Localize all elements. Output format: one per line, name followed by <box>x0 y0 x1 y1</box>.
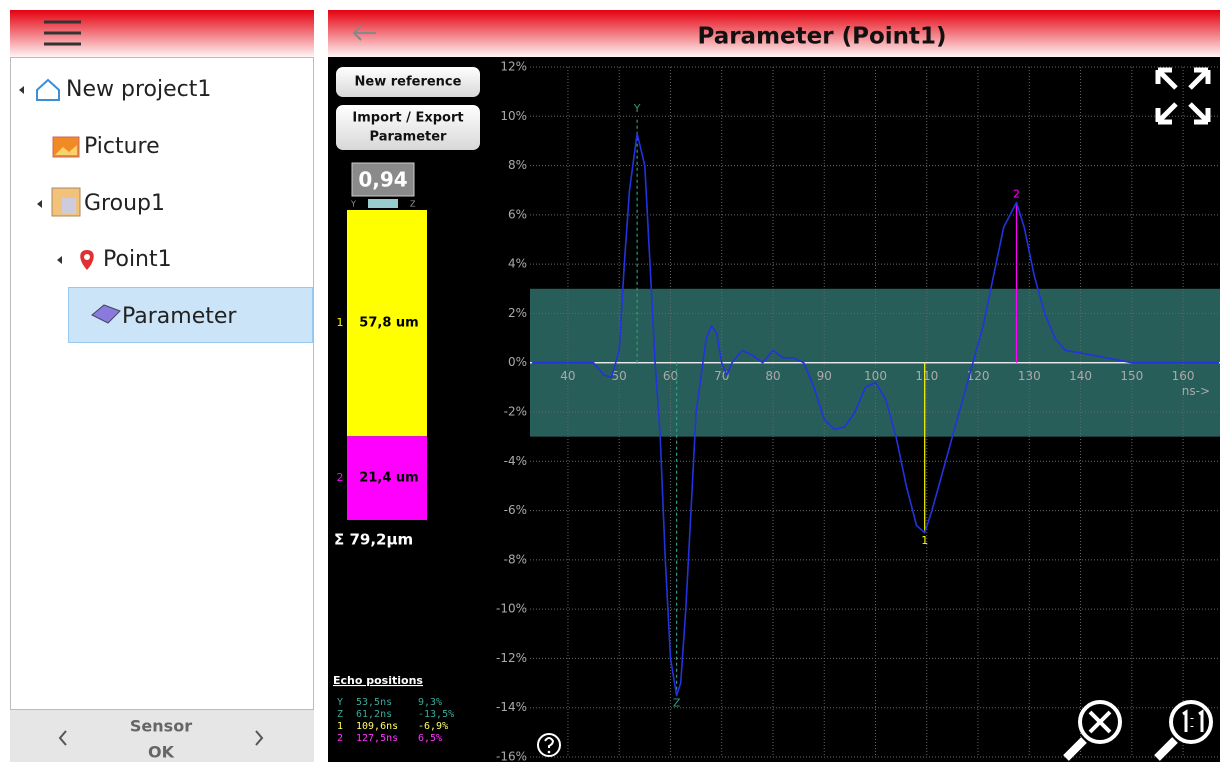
echo-cell: -6,9% <box>418 721 448 732</box>
next-button[interactable] <box>255 730 264 746</box>
button-label: Parameter <box>370 130 448 145</box>
x-tick-label: 140 <box>1069 369 1092 383</box>
side-panel: New reference Import / Export Parameter 0,9… <box>333 67 480 744</box>
x-tick-label: 100 <box>864 369 887 383</box>
layer-bar <box>347 210 427 437</box>
x-tick-label: 40 <box>560 369 575 383</box>
marker-label: Z <box>673 696 681 709</box>
chart: 12% 10% 8% 6% 4% 2% 0% -2% -4% -6% -8% -10% -12% -14%… <box>496 60 1220 762</box>
layer-total: Σ 79,2μm <box>334 531 413 549</box>
y-tick-label: 6% <box>508 207 527 221</box>
echo-cell: 6,5% <box>418 733 442 744</box>
help-button[interactable] <box>537 733 561 757</box>
layer-value: 21,4 um <box>359 471 418 486</box>
button[interactable] <box>336 67 480 97</box>
marker-label: 2 <box>1013 188 1020 201</box>
x-tick-label: 150 <box>1120 369 1143 383</box>
gauge-box <box>351 162 415 197</box>
fullscreen-button[interactable] <box>1155 67 1211 125</box>
marker-label: Y <box>633 102 641 115</box>
x-tick-label: 110 <box>915 369 938 383</box>
echo-cell: Y <box>337 697 343 708</box>
signal-line <box>532 132 1219 697</box>
prev-button[interactable] <box>58 730 67 746</box>
echo-cell: -13,5% <box>418 709 454 720</box>
echo-cell: Z <box>337 709 343 720</box>
x-tick-label: 80 <box>765 369 780 383</box>
title: Parameter (Point1) <box>697 24 946 50</box>
gauge-left: Y <box>350 200 356 209</box>
layer-label: 1 <box>337 316 344 329</box>
gauge-right: Z <box>410 200 416 209</box>
x-tick-label: 70 <box>714 369 729 383</box>
echo-cell: 109,6ns <box>356 721 398 732</box>
footer-label: Sensor <box>130 717 192 736</box>
hamburger[interactable] <box>44 20 81 46</box>
y-tick-label: -12% <box>496 651 527 665</box>
echo-cell: 1 <box>337 721 343 732</box>
selection <box>68 287 313 343</box>
tree-item[interactable]: Group1 <box>84 191 165 216</box>
layer-value: 57,8 um <box>359 316 418 331</box>
footer-status: OK <box>148 743 175 762</box>
zoom-1to1-button[interactable] <box>1154 700 1213 761</box>
y-tick-label: 2% <box>508 306 527 320</box>
y-tick-label: -6% <box>504 503 527 517</box>
echo-cell: 53,5ns <box>356 697 392 708</box>
marker-label: 1 <box>921 534 928 547</box>
y-tick-label: 4% <box>508 257 527 271</box>
layer-label: 2 <box>337 471 344 484</box>
tree-item[interactable]: New project1 <box>66 77 211 102</box>
y-tick-label: 10% <box>500 109 527 123</box>
expanders <box>19 86 62 264</box>
y-tick-label: -8% <box>504 552 527 566</box>
x-tick-label: 90 <box>817 369 832 383</box>
layer-bar <box>347 436 427 520</box>
x-tick-label: 120 <box>967 369 990 383</box>
echo-title: Echo positions <box>333 674 423 687</box>
gauge-stand <box>368 199 398 208</box>
tree-icons <box>36 78 121 324</box>
tree-item[interactable]: Picture <box>84 134 160 159</box>
x-tick-label: 50 <box>612 369 627 383</box>
button[interactable] <box>336 105 480 150</box>
y-tick-label: -10% <box>496 602 527 616</box>
x-tick-label: 160 <box>1172 369 1195 383</box>
y-tick-label: 8% <box>508 158 527 172</box>
zoom-fit-button[interactable] <box>1063 700 1122 761</box>
y-tick-label: -16% <box>496 750 527 762</box>
y-tick-label: -14% <box>496 700 527 714</box>
y-tick-label: 12% <box>500 60 527 74</box>
echo-cell: 9,3% <box>418 697 442 708</box>
tree-item[interactable]: Point1 <box>103 247 172 272</box>
x-tick-label: 130 <box>1018 369 1041 383</box>
back-button[interactable] <box>352 25 376 41</box>
echo-cell: 127,5ns <box>356 733 398 744</box>
y-tick-label: -2% <box>504 405 527 419</box>
y-tick-label: -4% <box>504 454 527 468</box>
echo-cell: 61,2ns <box>356 709 392 720</box>
x-axis-label: ns-> <box>1182 384 1210 398</box>
x-tick-label: 60 <box>663 369 678 383</box>
tree-panel <box>10 57 314 710</box>
tree-item[interactable]: Parameter <box>122 304 237 329</box>
y-tick-label: 0% <box>508 355 527 369</box>
button-label: New reference <box>355 75 462 90</box>
gauge-value: 0,94 <box>358 168 407 192</box>
header <box>328 10 1220 57</box>
echo-cell: 2 <box>337 733 343 744</box>
button-label: Import / Export <box>352 111 463 126</box>
